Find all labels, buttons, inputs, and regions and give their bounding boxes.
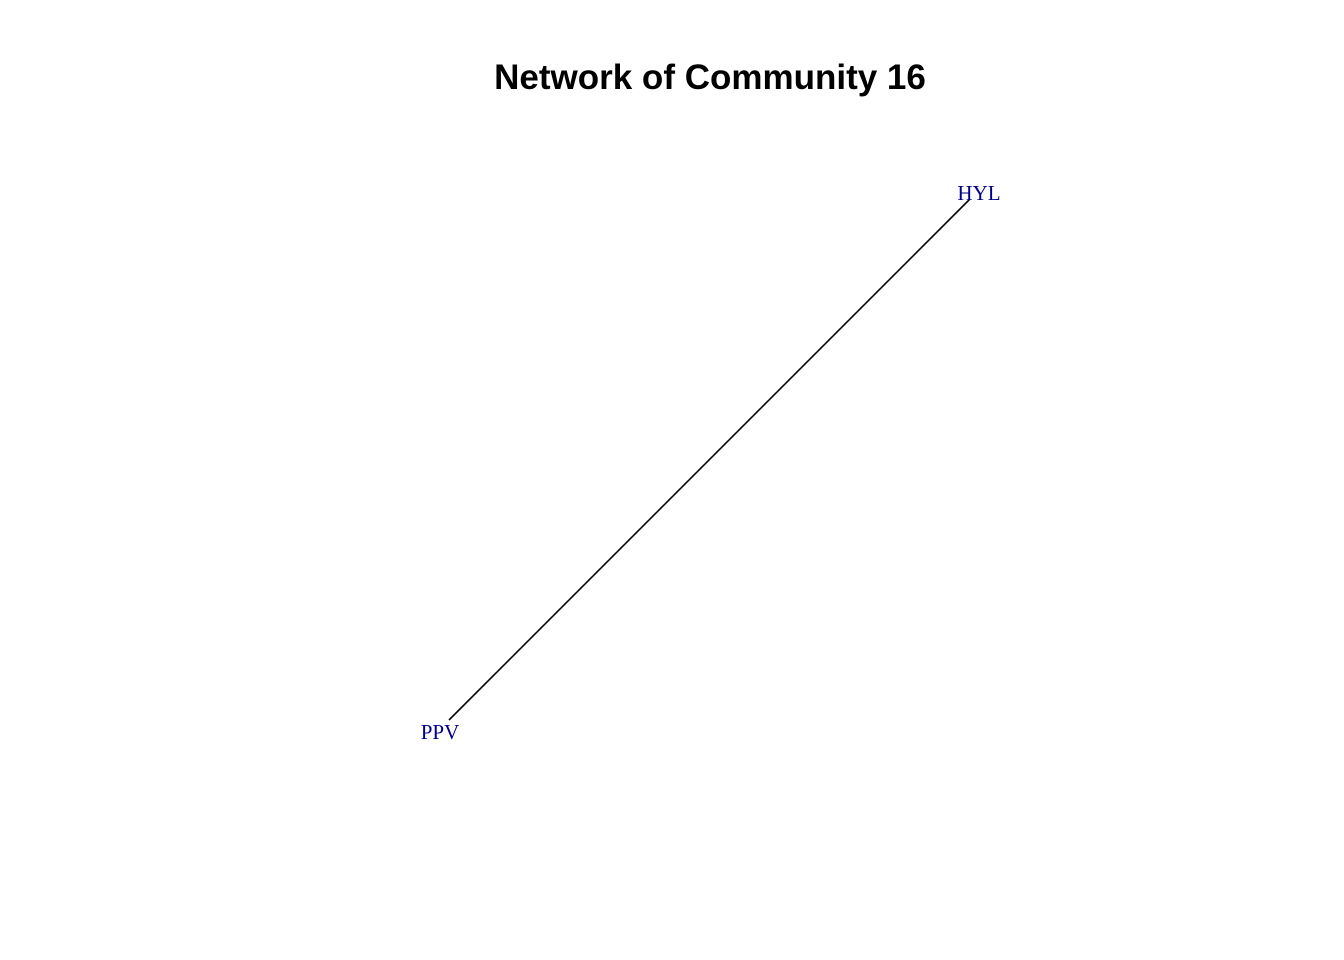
node-label-ppv: PPV <box>421 720 460 744</box>
edge-ppv-hyl <box>448 198 971 721</box>
node-label-hyl: HYL <box>957 181 1000 205</box>
diagram-title: Network of Community 16 <box>494 58 926 97</box>
